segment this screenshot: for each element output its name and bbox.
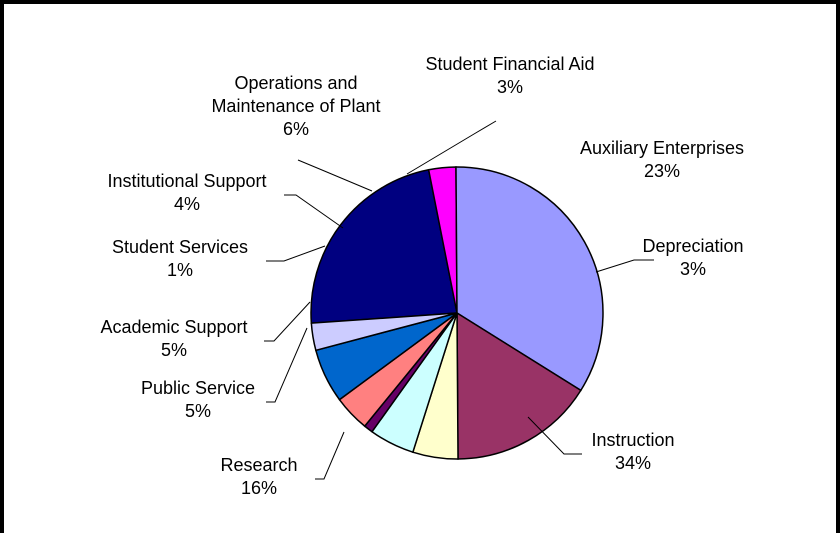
leader-line-student-services [266,245,326,262]
slice-percent-label: 1% [167,260,193,280]
pie-slice-student-financial-aid [310,312,458,352]
slice-label-operations-and-maintenance-of-plant: Operations and Maintenance of Plant 6% [211,73,380,139]
leader-line-public-service [266,327,308,403]
slice-percent-label: 5% [161,340,187,360]
leader-line-student-financial-aid [406,120,497,175]
slice-percent-label: 16% [241,478,277,498]
slice-percent-label: 5% [185,401,211,421]
slice-name-label: Research [220,455,297,475]
slice-label-research: Research 16% [220,455,297,498]
leader-line-academic-support [264,301,311,342]
pie-slice-auxiliary-enterprises [310,168,458,324]
leader-line-depreciation [595,259,654,273]
leader-line-institutional-support [284,194,344,229]
leader-line-research [315,431,345,480]
slice-label-auxiliary-enterprises: Auxiliary Enterprises 23% [580,138,744,181]
slice-name-label: Student Financial Aid [425,54,594,74]
slice-percent-label: 4% [174,194,200,214]
slice-name-label: Academic Support [100,317,247,337]
slice-percent-label: 3% [497,77,523,97]
slice-name-label: Auxiliary Enterprises [580,138,744,158]
slice-label-student-services: Student Services 1% [112,237,248,280]
slice-name-label: Institutional Support [107,171,266,191]
slice-name-label: Maintenance of Plant [211,96,380,116]
slice-label-academic-support: Academic Support 5% [100,317,247,360]
pie-slice-research [456,311,582,460]
slice-percent-label: 6% [283,119,309,139]
slice-name-label: Instruction [591,430,674,450]
slice-percent-label: 23% [644,161,680,181]
slice-label-instruction: Instruction 34% [591,430,674,473]
leader-line-instruction [527,416,582,455]
leader-line-operations-and-maintenance-of-plant [297,159,373,192]
slice-percent-label: 3% [680,259,706,279]
slice-label-student-financial-aid: Student Financial Aid 3% [425,54,594,97]
slice-name-label: Public Service [141,378,255,398]
slice-label-public-service: Public Service 5% [141,378,255,421]
slice-percent-label: 34% [615,453,651,473]
slice-name-label: Depreciation [642,236,743,256]
slice-name-label: Student Services [112,237,248,257]
pie-chart: Auxiliary Enterprises 23% Depreciation 3% In… [100,54,744,498]
slice-name-label: Operations and [234,73,357,93]
slice-label-depreciation: Depreciation 3% [642,236,743,279]
slice-label-institutional-support: Institutional Support 4% [107,171,266,214]
